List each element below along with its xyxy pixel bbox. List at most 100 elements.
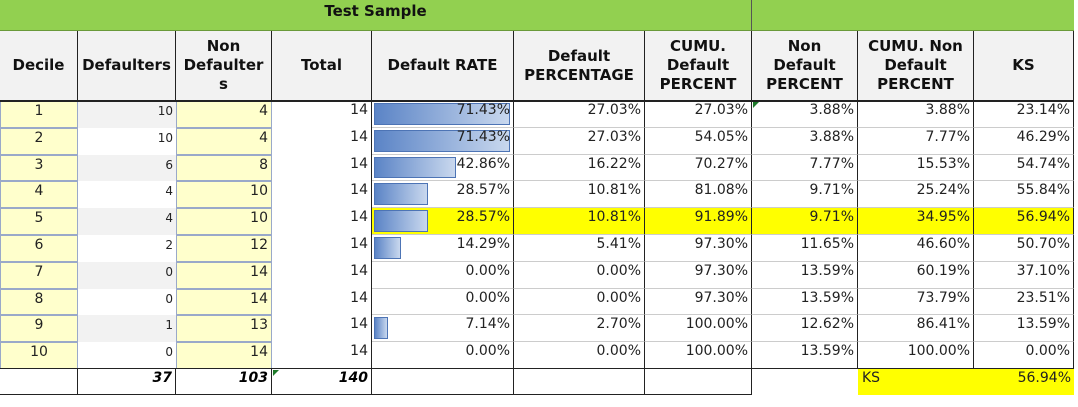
header-cumu-non-default-percent[interactable]: CUMU. Non Default PERCENT — [858, 31, 974, 101]
cell-cumu-non-default-percent[interactable]: 7.77% — [858, 127, 974, 155]
cell-cumu-default-percent[interactable]: 97.30% — [645, 235, 752, 262]
cell-ks[interactable]: 54.74% — [974, 154, 1074, 182]
cell-default-percentage[interactable]: 2.70% — [514, 315, 645, 343]
cell-cumu-non-default-percent[interactable]: 25.24% — [858, 181, 974, 209]
header-default-rate[interactable]: Default RATE — [372, 31, 514, 101]
header-decile[interactable]: Decile — [0, 31, 78, 101]
cell-decile[interactable]: 2 — [0, 127, 78, 155]
header-ks[interactable]: KS — [974, 31, 1074, 101]
cell-cumu-non-default-percent[interactable]: 34.95% — [858, 208, 974, 235]
cell-default-percentage[interactable]: 5.41% — [514, 235, 645, 262]
cell-non-default-percent[interactable]: 7.77% — [752, 154, 858, 182]
cell-non-defaulters[interactable]: 4 — [176, 127, 272, 155]
cell-default-percentage[interactable]: 10.81% — [514, 208, 645, 235]
cell-defaulters[interactable]: 2 — [78, 235, 176, 262]
cell-non-defaulters[interactable]: 13 — [176, 315, 272, 343]
cell-non-default-percent[interactable]: 13.59% — [752, 288, 858, 316]
cell-cumu-non-default-percent[interactable]: 3.88% — [858, 101, 974, 128]
cell-total[interactable]: 14 — [272, 208, 372, 235]
cell-non-default-percent[interactable]: 3.88% — [752, 101, 858, 128]
cell-ks[interactable]: 23.14% — [974, 101, 1074, 128]
cell-non-default-percent[interactable]: 13.59% — [752, 261, 858, 289]
cell-default-rate[interactable]: 0.00% — [372, 261, 514, 289]
cell-total[interactable]: 14 — [272, 181, 372, 209]
cell-default-percentage[interactable]: 27.03% — [514, 127, 645, 155]
cell-cumu-default-percent[interactable]: 27.03% — [645, 101, 752, 128]
cell-decile[interactable]: 10 — [0, 342, 78, 369]
cell-cumu-default-percent[interactable]: 97.30% — [645, 261, 752, 289]
cell-cumu-default-percent[interactable]: 100.00% — [645, 342, 752, 369]
cell-non-defaulters[interactable]: 10 — [176, 208, 272, 235]
header-total[interactable]: Total — [272, 31, 372, 101]
cell-cumu-default-percent[interactable]: 70.27% — [645, 154, 752, 182]
cell-ks[interactable]: 23.51% — [974, 288, 1074, 316]
cell-non-default-percent[interactable]: 12.62% — [752, 315, 858, 343]
cell-defaulters[interactable]: 10 — [78, 127, 176, 155]
cell-total[interactable]: 14 — [272, 342, 372, 369]
cell-non-defaulters[interactable]: 14 — [176, 261, 272, 289]
cell-defaulters[interactable]: 4 — [78, 208, 176, 235]
cell-cumu-non-default-percent[interactable]: 60.19% — [858, 261, 974, 289]
cell-default-percentage[interactable]: 16.22% — [514, 154, 645, 182]
cell-non-default-percent[interactable]: 9.71% — [752, 208, 858, 235]
cell-defaulters[interactable]: 10 — [78, 101, 176, 128]
cell-default-percentage[interactable]: 27.03% — [514, 101, 645, 128]
cell-default-rate[interactable]: 0.00% — [372, 342, 514, 369]
cell-cumu-non-default-percent[interactable]: 100.00% — [858, 342, 974, 369]
cell-ks[interactable]: 37.10% — [974, 261, 1074, 289]
header-default-percentage[interactable]: Default PERCENTAGE — [514, 31, 645, 101]
cell-non-default-percent[interactable]: 3.88% — [752, 127, 858, 155]
cell-default-rate[interactable]: 71.43% — [372, 101, 514, 128]
header-cumu-default-percent[interactable]: CUMU. Default PERCENT — [645, 31, 752, 101]
cell-non-defaulters[interactable]: 10 — [176, 181, 272, 209]
cell-cumu-default-percent[interactable]: 97.30% — [645, 288, 752, 316]
cell-decile[interactable]: 9 — [0, 315, 78, 343]
cell-non-default-percent[interactable]: 11.65% — [752, 235, 858, 262]
cell-non-defaulters[interactable]: 8 — [176, 154, 272, 182]
cell-total[interactable]: 14 — [272, 127, 372, 155]
cell-ks[interactable]: 50.70% — [974, 235, 1074, 262]
cell-ks[interactable]: 46.29% — [974, 127, 1074, 155]
cell-decile[interactable]: 7 — [0, 261, 78, 289]
total-non-defaulters[interactable]: 103 — [176, 369, 272, 395]
cell-non-default-percent[interactable]: 9.71% — [752, 181, 858, 209]
cell-defaulters[interactable]: 6 — [78, 154, 176, 182]
header-non-defaulters[interactable]: Non Defaulter s — [176, 31, 272, 101]
cell-ks[interactable]: 56.94% — [974, 208, 1074, 235]
cell-default-rate[interactable]: 28.57% — [372, 181, 514, 209]
cell-ks[interactable]: 13.59% — [974, 315, 1074, 343]
cell-total[interactable]: 14 — [272, 261, 372, 289]
cell-non-defaulters[interactable]: 12 — [176, 235, 272, 262]
cell-cumu-non-default-percent[interactable]: 86.41% — [858, 315, 974, 343]
cell-total[interactable]: 14 — [272, 288, 372, 316]
cell-default-percentage[interactable]: 0.00% — [514, 261, 645, 289]
header-defaulters[interactable]: Defaulters — [78, 31, 176, 101]
cell-default-percentage[interactable]: 10.81% — [514, 181, 645, 209]
cell-default-rate[interactable]: 0.00% — [372, 288, 514, 316]
cell-defaulters[interactable]: 0 — [78, 288, 176, 316]
header-non-default-percent[interactable]: Non Default PERCENT — [752, 31, 858, 101]
cell-defaulters[interactable]: 0 — [78, 342, 176, 369]
cell-default-rate[interactable]: 14.29% — [372, 235, 514, 262]
cell-total[interactable]: 14 — [272, 315, 372, 343]
cell-cumu-non-default-percent[interactable]: 15.53% — [858, 154, 974, 182]
ks-summary-value[interactable]: 56.94% — [974, 369, 1074, 395]
cell-defaulters[interactable]: 1 — [78, 315, 176, 343]
cell-cumu-default-percent[interactable]: 81.08% — [645, 181, 752, 209]
cell-decile[interactable]: 8 — [0, 288, 78, 316]
cell-cumu-default-percent[interactable]: 100.00% — [645, 315, 752, 343]
cell-cumu-non-default-percent[interactable]: 46.60% — [858, 235, 974, 262]
cell-default-percentage[interactable]: 0.00% — [514, 342, 645, 369]
cell-ks[interactable]: 55.84% — [974, 181, 1074, 209]
cell-cumu-non-default-percent[interactable]: 73.79% — [858, 288, 974, 316]
total-total[interactable]: 140 — [272, 369, 372, 395]
total-defaulters[interactable]: 37 — [78, 369, 176, 395]
cell-non-defaulters[interactable]: 14 — [176, 342, 272, 369]
cell-decile[interactable]: 1 — [0, 101, 78, 128]
cell-default-percentage[interactable]: 0.00% — [514, 288, 645, 316]
cell-total[interactable]: 14 — [272, 235, 372, 262]
cell-default-rate[interactable]: 71.43% — [372, 127, 514, 155]
cell-ks[interactable]: 0.00% — [974, 342, 1074, 369]
cell-decile[interactable]: 3 — [0, 154, 78, 182]
cell-total[interactable]: 14 — [272, 154, 372, 182]
